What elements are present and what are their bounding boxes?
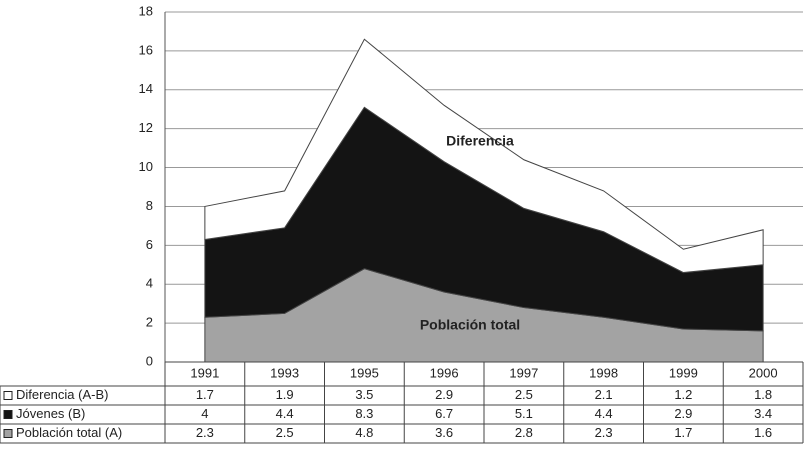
table-cell: 8.3 [355, 406, 373, 421]
legend-label: Diferencia (A-B) [16, 387, 108, 402]
y-tick-label: 12 [139, 120, 153, 135]
table-cell: 4.4 [595, 406, 613, 421]
y-tick-label: 14 [139, 81, 153, 96]
table-cell: 2.9 [435, 387, 453, 402]
area [204, 38, 764, 274]
table-cell: 1.6 [754, 425, 772, 440]
table-cell: 5.1 [515, 406, 533, 421]
y-tick-label: 6 [146, 237, 153, 252]
x-tick-label: 1997 [509, 365, 538, 380]
table-cell: 3.5 [355, 387, 373, 402]
x-tick-label: 2000 [749, 365, 778, 380]
y-tick-label: 8 [146, 198, 153, 213]
x-tick-label: 1999 [669, 365, 698, 380]
table-cell: 1.9 [276, 387, 294, 402]
legend-swatch [3, 429, 13, 438]
table-cell: 1.8 [754, 387, 772, 402]
x-tick-label: 1995 [350, 365, 379, 380]
annotation: Población total [420, 317, 520, 333]
table-cell: 4 [201, 406, 208, 421]
legend-label: Población total (A) [16, 425, 122, 440]
data-table: 1991 1993 1995 1996 1997 1998 1999 2000 Diferenc… [0, 361, 804, 444]
y-tick-label: 0 [146, 353, 153, 368]
table-cell: 3.6 [435, 425, 453, 440]
x-tick-label: 1998 [589, 365, 618, 380]
y-tick-label: 2 [146, 315, 153, 330]
x-tick-label: 1993 [270, 365, 299, 380]
y-tick-label: 4 [146, 276, 153, 291]
y-tick-label: 16 [139, 42, 153, 57]
table-cell: 2.3 [196, 425, 214, 440]
table-cell: 2.3 [595, 425, 613, 440]
table-cell: 4.8 [355, 425, 373, 440]
table-cell: 1.7 [196, 387, 214, 402]
annotation: Diferencia [446, 133, 514, 149]
table-cell: 2.8 [515, 425, 533, 440]
table-cell: 1.2 [674, 387, 692, 402]
y-tick-label: 10 [139, 159, 153, 174]
table-cell: 4.4 [276, 406, 294, 421]
legend-swatch [3, 391, 13, 400]
table-cell: 2.5 [276, 425, 294, 440]
x-tick-label: 1996 [430, 365, 459, 380]
x-tick-label: 1991 [190, 365, 219, 380]
legend-swatch [3, 410, 13, 419]
legend-label: Jóvenes (B) [16, 406, 85, 421]
y-tick-label: 18 [139, 3, 153, 18]
table-cell: 6.7 [435, 406, 453, 421]
table-cell: 1.7 [674, 425, 692, 440]
table-cell: 2.5 [515, 387, 533, 402]
table-cell: 2.1 [595, 387, 613, 402]
table-cell: 3.4 [754, 406, 772, 421]
table-cell: 2.9 [674, 406, 692, 421]
